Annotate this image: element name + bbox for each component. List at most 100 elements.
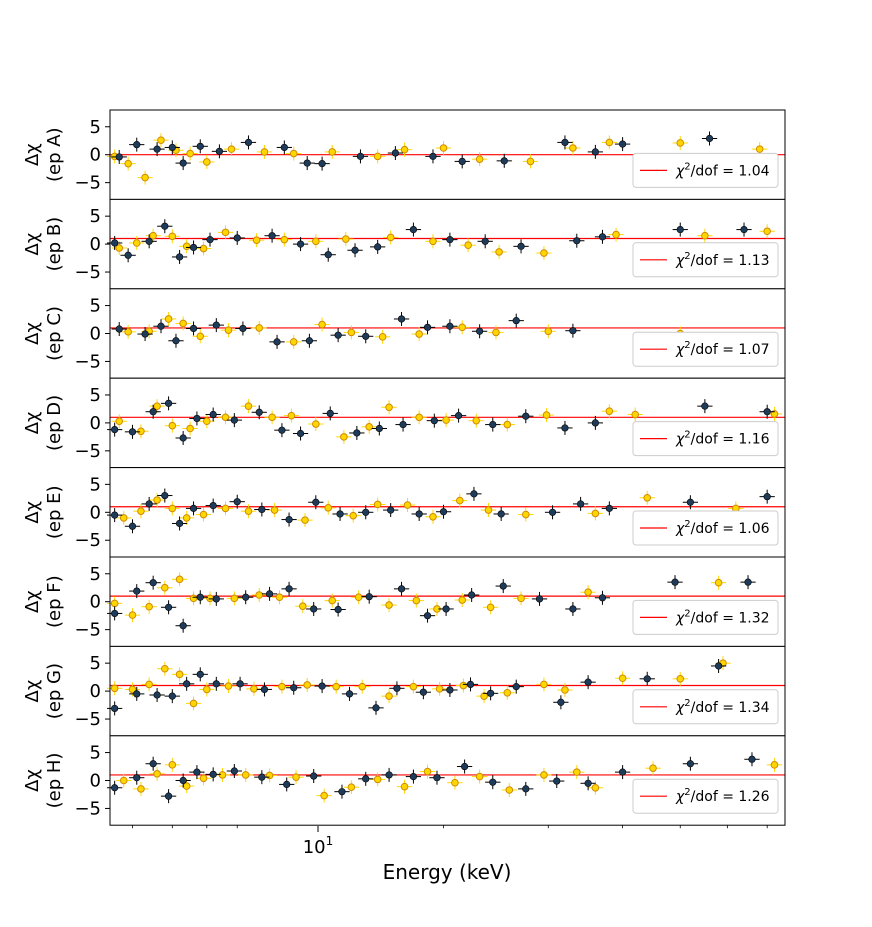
residual-point-b	[124, 159, 132, 168]
residual-point-b	[340, 433, 348, 441]
y-tick-label: 0	[90, 502, 101, 523]
residual-point-a	[303, 159, 311, 167]
residual-point-b	[186, 424, 194, 433]
residual-point-b	[495, 248, 503, 256]
residual-point-a	[686, 760, 694, 768]
residual-point-b	[275, 593, 284, 602]
legend-label: χ2/dof = 1.16	[675, 430, 770, 448]
residual-point-a	[748, 755, 756, 763]
y-axis-label-delta-chi: Δχ	[22, 769, 43, 792]
residual-point-b	[153, 496, 161, 504]
residual-point-b	[270, 506, 279, 514]
residual-point-a	[362, 508, 370, 516]
residual-point-b	[137, 507, 145, 515]
residual-point-b	[199, 510, 208, 519]
residual-point-b	[145, 680, 153, 689]
residual-point-a	[239, 324, 247, 333]
y-tick-label: 0	[90, 324, 101, 345]
residual-point-b	[268, 413, 276, 422]
residual-point-b	[373, 152, 382, 161]
residual-point-a	[285, 515, 293, 524]
residual-point-b	[328, 596, 337, 605]
residual-point-b	[137, 427, 145, 436]
residual-point-b	[544, 327, 553, 336]
y-axis-label-epoch: (ep F)	[44, 575, 65, 628]
residual-point-a	[466, 680, 475, 688]
y-axis-label-delta-chi: Δχ	[22, 322, 43, 345]
residual-point-a	[338, 788, 346, 796]
residual-point-a	[423, 612, 432, 620]
residual-point-a	[499, 582, 507, 590]
residual-point-b	[218, 771, 227, 779]
residual-point-a	[230, 416, 238, 424]
residual-point-b	[115, 244, 124, 252]
x-tick-label-10: 101	[303, 834, 334, 858]
residual-point-b	[260, 148, 269, 156]
residual-point-b	[110, 599, 119, 608]
residual-point-b	[409, 682, 418, 691]
residual-point-b	[153, 402, 161, 410]
residual-point-a	[430, 417, 438, 425]
residual-point-b	[358, 682, 367, 691]
y-axis-label-epoch: (ep G)	[44, 663, 65, 719]
residual-point-b	[132, 239, 141, 247]
residual-point-a	[233, 234, 241, 242]
residual-point-b	[400, 782, 409, 791]
residual-point-b	[435, 685, 444, 693]
residual-point-b	[255, 591, 264, 599]
residual-point-b	[298, 602, 307, 610]
residual-point-a	[497, 510, 505, 518]
residual-point-a	[179, 622, 187, 630]
residual-point-a	[415, 510, 423, 518]
residual-point-a	[489, 778, 497, 786]
residual-point-b	[182, 514, 191, 522]
residual-point-b	[324, 504, 333, 512]
residual-point-b	[643, 493, 652, 502]
y-tick-label: 5	[90, 653, 101, 674]
residual-point-b	[439, 144, 448, 152]
legend-label: χ2/dof = 1.26	[675, 787, 770, 805]
residual-point-b	[153, 769, 161, 778]
residual-point-a	[285, 585, 293, 593]
panel-6: −5 0 5 Δχ (ep G) χ2/dof = 1.34	[22, 645, 786, 741]
y-axis-label-epoch: (ep A)	[44, 127, 65, 182]
residual-point-b	[373, 775, 382, 784]
residual-point-a	[111, 704, 119, 713]
residual-point-b	[403, 501, 412, 509]
residual-point-a	[175, 519, 184, 528]
residual-point-b	[475, 155, 484, 163]
residual-point-b	[115, 417, 124, 426]
y-axis-label-epoch: (ep H)	[44, 753, 65, 809]
residual-point-b	[472, 416, 481, 425]
residual-point-a	[446, 686, 454, 694]
y-tick-label: 5	[90, 743, 101, 764]
residual-point-a	[273, 338, 281, 346]
residual-point-b	[349, 511, 358, 520]
y-tick-label: −5	[74, 798, 101, 819]
residual-point-b	[189, 699, 198, 708]
y-tick-label: 0	[90, 234, 101, 255]
panel-1: −5 0 5 Δχ (ep B) χ2/dof = 1.13	[22, 198, 786, 294]
legend-box	[632, 331, 779, 367]
residual-point-b	[492, 328, 500, 337]
residual-point-b	[255, 324, 264, 332]
residual-point-b	[354, 593, 363, 602]
residual-point-a	[345, 690, 354, 698]
residual-point-b	[199, 774, 208, 783]
residual-point-a	[577, 500, 585, 508]
residual-point-a	[618, 768, 627, 776]
residual-point-a	[305, 337, 313, 345]
residual-point-a	[391, 149, 399, 157]
residual-point-b	[373, 500, 382, 509]
residual-point-a	[512, 317, 520, 325]
residual-point-a	[740, 225, 748, 234]
legend-box	[632, 599, 779, 635]
residual-point-b	[203, 685, 211, 694]
residual-point-b	[168, 504, 177, 513]
residual-point-a	[183, 680, 191, 688]
residual-point-a	[115, 153, 123, 161]
residual-point-b	[224, 682, 233, 690]
residual-point-b	[415, 330, 423, 338]
residual-point-a	[153, 691, 161, 699]
residual-point-a	[161, 222, 169, 230]
